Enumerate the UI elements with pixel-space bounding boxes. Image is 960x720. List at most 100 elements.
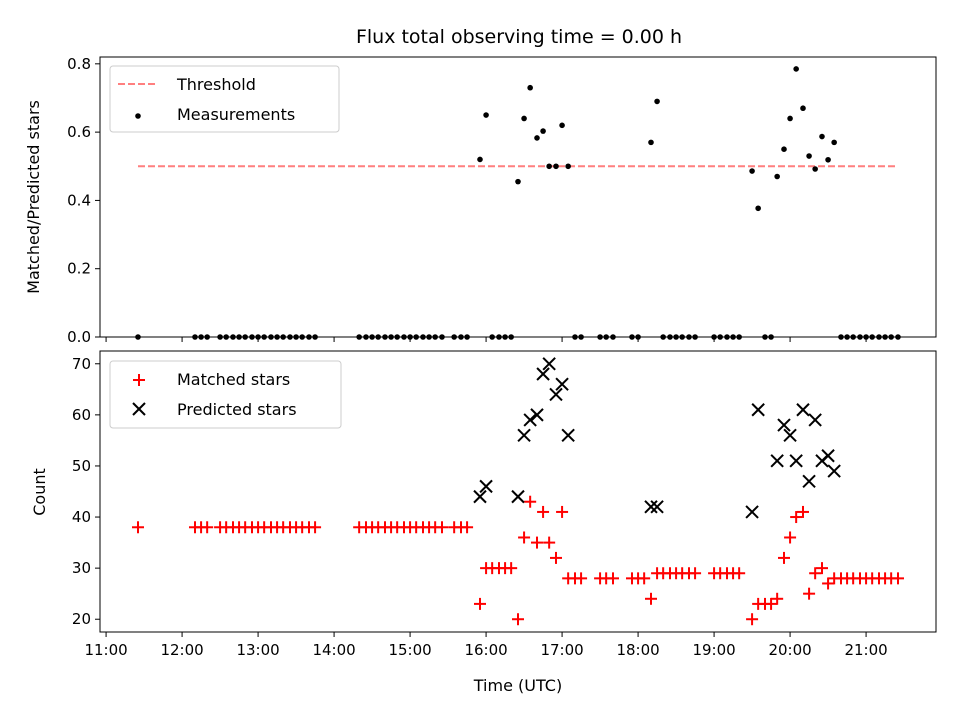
predicted-stars-point [796,403,810,417]
predicted-stars-point [479,479,493,494]
measurements-point [477,156,483,163]
matched-stars-point [771,592,784,605]
legend-measurements-label: Measurements [177,105,295,124]
measurements-point [774,173,780,180]
measurements-point [825,156,831,163]
bottom-y-tick-label: 30 [72,559,91,577]
x-tick-label: 15:00 [388,641,431,659]
predicted-stars-point [644,500,658,514]
measurements-point [831,139,837,146]
predicted-stars-point [555,377,569,391]
bottom-axes-frame [99,350,937,633]
x-tick-label: 13:00 [236,641,279,659]
predicted-stars-point [770,454,784,468]
measurements-point [755,205,761,212]
predicted-stars-point [530,408,544,422]
top-legend-box [109,65,340,133]
predicted-stars-point [802,474,816,488]
matched-stars-point [784,531,797,544]
measurements-point [793,66,799,72]
matched-stars-point [892,572,904,585]
x-tick-label: 18:00 [616,641,659,659]
predicted-stars-point [827,464,841,478]
top-y-tick-label: 0.4 [67,191,91,209]
matched-stars-point [778,551,790,564]
predicted-stars-point [517,428,531,443]
matched-stars-point [512,613,524,626]
measurements-point [565,163,571,170]
bottom-legend-box [109,360,342,429]
x-tick-label: 17:00 [540,641,583,659]
measurements-point [819,133,825,140]
predicted-stars-point [523,413,537,427]
measurements-point [521,115,527,122]
matched-stars-point [765,597,778,610]
matched-stars-point [733,567,746,580]
matched-stars-point [746,613,759,626]
top-axes-frame [99,56,937,338]
measurements-point [787,115,793,122]
measurements-point [812,166,818,172]
matched-stars-point [638,572,651,585]
matched-stars-point [550,551,562,564]
predicted-stars-point [808,413,822,427]
measurements-point [806,153,812,159]
top-y-tick-label: 0.2 [67,260,91,278]
predicted-stars-point [650,500,664,514]
x-tick-label: 12:00 [160,641,203,659]
measurements-point [553,163,559,170]
matched-stars-point [474,597,486,610]
measurements-point [648,139,654,146]
predicted-stars-point [536,367,550,381]
bottom-y-tick-label: 70 [72,355,91,373]
predicted-stars-point [777,418,791,432]
predicted-stars-point [789,454,803,468]
measurements-point [483,112,489,118]
matched-stars-point [505,562,518,575]
measurements-point [800,105,806,112]
top-panel: 0.00.20.40.60.8 Matched/Predicted stars … [24,55,937,346]
legend-matched-label: Matched stars [177,370,290,389]
predicted-stars-point [745,505,759,519]
x-tick-label: 20:00 [768,641,811,659]
predicted-stars-point [511,489,525,504]
measurements-point [534,135,540,141]
top-y-ticks: 0.0 0.2 0.4 0.6 0.8 [67,55,100,346]
top-y-tick-label: 0.8 [67,55,91,73]
matched-stars-point [132,521,144,534]
bottom-plot-area [132,357,904,626]
matched-stars-point [518,531,531,544]
bottom-y-tick-label: 60 [72,406,91,424]
legend-measurements-marker [135,113,141,119]
matched-stars-point [689,567,702,580]
bottom-y-tick-label: 40 [72,508,91,526]
measurements-point [654,98,660,105]
matched-stars-point [537,505,550,518]
predicted-stars-point [549,387,563,402]
predicted-stars-point [561,428,575,443]
x-tick-label: 19:00 [692,641,735,659]
legend-threshold-label: Threshold [176,75,256,94]
matched-stars-point [436,521,448,534]
bottom-y-ticks: 20 30 40 50 60 70 [72,355,100,628]
bottom-x-ticks: 11:00 12:00 13:00 14:00 15:00 16:00 17:00 18:00… [84,632,888,659]
matched-stars-point [790,511,803,524]
matched-stars-point [201,521,214,534]
matched-stars-point [809,567,822,580]
matched-stars-point [543,536,556,549]
top-y-tick-label: 0.0 [67,328,91,346]
legend-predicted-marker [132,402,146,416]
matched-stars-point [645,592,657,605]
top-x-ticks [105,337,867,342]
legend-predicted-label: Predicted stars [177,400,297,419]
bottom-legend: Matched stars Predicted stars [109,360,342,429]
measurements-point [749,168,755,174]
matched-stars-point [575,572,588,585]
predicted-stars-point [473,489,487,504]
matched-stars-point [822,577,835,590]
predicted-stars-point [783,428,797,443]
chart-title: Flux total observing time = 0.00 h [356,26,682,48]
bottom-panel: 20 30 40 50 60 70 11:00 12:00 13:00 14:00 15:00 16… [30,350,937,695]
matched-stars-point [816,562,828,575]
matched-stars-point [797,505,809,518]
